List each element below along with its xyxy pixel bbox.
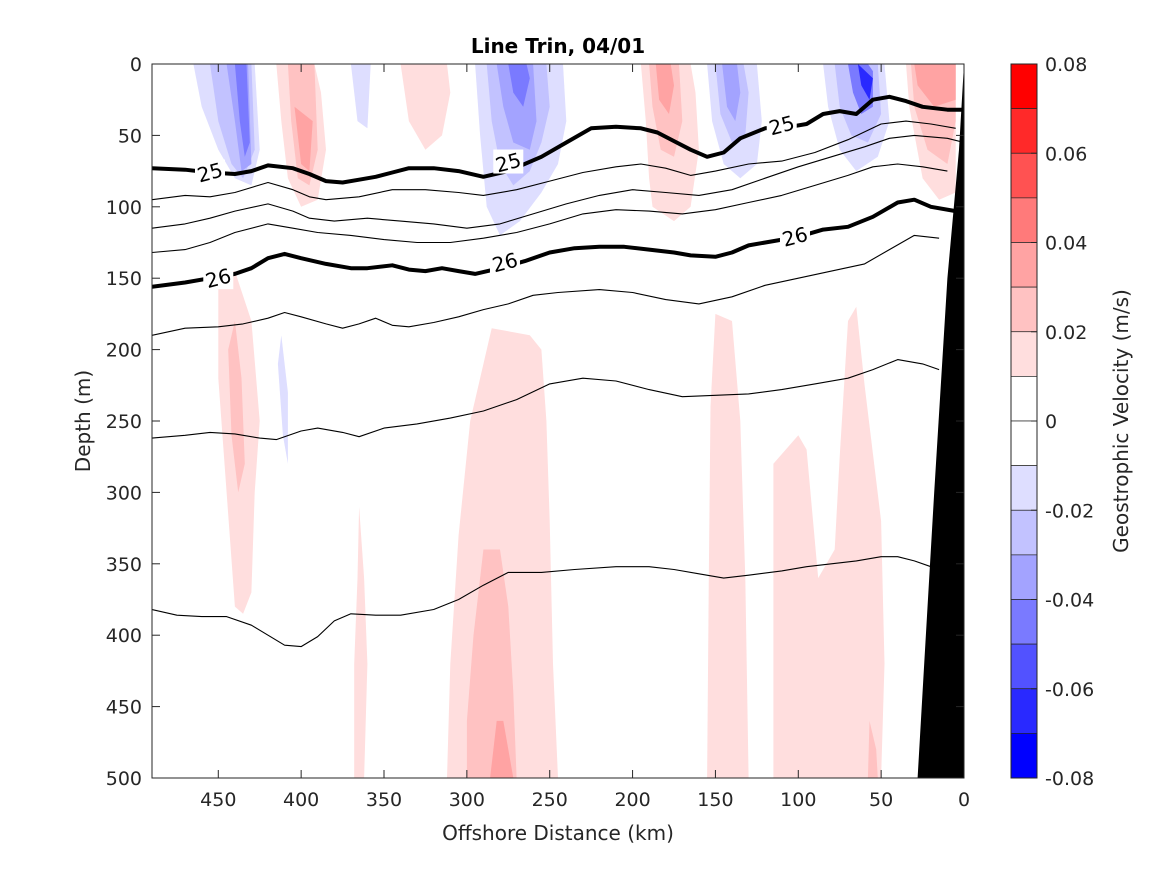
velocity-patch-39: [629, 456, 683, 778]
colorbar-band-6: [1010, 331, 1038, 377]
colorbar-band-2: [1010, 152, 1038, 199]
y-tick-label: 350: [106, 554, 142, 576]
isopycnal-lines: [152, 94, 964, 648]
colorbar-tick-label: -0.04: [1045, 590, 1094, 612]
colorbar-band-8: [1010, 420, 1038, 466]
colorbar-tick-label: -0.06: [1045, 679, 1094, 701]
isopycnal-line-5: [152, 234, 940, 336]
velocity-patch-35: [354, 506, 368, 778]
colorbar-tick-label: 0.08: [1045, 54, 1087, 76]
contour-label-bg-4: [489, 249, 520, 274]
y-axis: 0 50 100 150 200 250 300 350 400 450 500: [106, 54, 964, 790]
isopycnal-line-6: [152, 359, 940, 441]
colorbar-tick-label: 0: [1045, 411, 1057, 433]
contour-label-bg-2: [766, 112, 797, 137]
isopycnal-line-2: [152, 134, 964, 229]
isopycnal-26-4: [152, 197, 964, 289]
y-tick-label: 150: [106, 268, 142, 290]
velocity-patch-18: [655, 64, 674, 114]
colorbar-tick-label: 0.04: [1045, 233, 1087, 255]
x-tick-label: 200: [614, 789, 650, 811]
velocity-patch-4: [234, 64, 250, 157]
y-tick-label: 100: [106, 197, 142, 219]
contour-label-bg-1: [493, 149, 524, 174]
y-tick-label: 500: [106, 768, 142, 790]
velocity-patch-38: [490, 720, 514, 778]
y-tick-label: 50: [118, 125, 142, 147]
y-tick-label: 450: [106, 697, 142, 719]
colorbar-band-3: [1010, 197, 1038, 243]
contour-label-bg-3: [203, 265, 234, 290]
velocity-patch-33: [264, 263, 297, 550]
velocity-patch-34: [277, 335, 288, 464]
colorbar-band-14: [1010, 688, 1038, 734]
x-tick-label: 300: [449, 789, 485, 811]
colorbar-tick-label: 0.06: [1045, 143, 1087, 165]
colorbar-band-4: [1010, 242, 1038, 288]
colorbar-band-11: [1010, 554, 1038, 600]
colorbar-band-15: [1010, 733, 1038, 779]
colorbar-band-1: [1010, 108, 1038, 154]
colorbar-band-9: [1010, 465, 1038, 511]
colorbar-band-10: [1010, 509, 1038, 556]
colorbar-band-0: [1010, 63, 1038, 109]
velocity-patch-30: [914, 64, 956, 107]
x-tick-label: 450: [200, 789, 236, 811]
velocity-patch-41: [773, 306, 885, 778]
colorbar-band-5: [1010, 286, 1038, 333]
y-axis-label: Depth (m): [71, 370, 95, 472]
colorbar-band-12: [1010, 599, 1038, 645]
velocity-patch-37: [466, 549, 517, 778]
y-tick-label: 250: [106, 411, 142, 433]
colorbar-band-7: [1010, 376, 1038, 422]
velocity-patch-27: [857, 64, 873, 100]
velocity-patch-40: [707, 313, 749, 778]
velocity-patch-15: [508, 64, 530, 107]
colorbar-tick-label: 0.02: [1045, 322, 1087, 344]
y-tick-label: 0: [130, 54, 142, 76]
velocity-patch-22: [722, 64, 741, 122]
velocity-patch-7: [294, 106, 313, 172]
x-tick-label: 0: [958, 789, 970, 811]
velocity-patch-32: [228, 321, 245, 493]
velocity-patch-42: [867, 720, 878, 778]
colorbar-label: Geostrophic Velocity (m/s): [1109, 289, 1133, 553]
x-tick-label: 100: [780, 789, 816, 811]
land-mask-shape: [917, 64, 964, 778]
y-tick-label: 300: [106, 482, 142, 504]
velocity-contour-fill: [152, 64, 956, 778]
isopycnal-25-0: [152, 94, 964, 185]
x-tick-label: 50: [869, 789, 893, 811]
isopycnal-line-7: [152, 556, 932, 648]
colorbar-band-13: [1010, 643, 1038, 690]
velocity-patch-9: [350, 64, 371, 129]
colorbar: 0.08 0.06 0.04 0.02 0 -0.02 -0.04 -0.06 -0.08: [1010, 54, 1094, 790]
contour-label-bg-0: [195, 159, 225, 184]
contour-label-bg-5: [779, 223, 810, 248]
y-tick-label: 400: [106, 625, 142, 647]
colorbar-tick-label: -0.08: [1045, 768, 1094, 790]
x-tick-label: 350: [366, 789, 402, 811]
x-tick-label: 400: [283, 789, 319, 811]
y-tick-label: 200: [106, 340, 142, 362]
colorbar-tick-label: -0.02: [1045, 500, 1094, 522]
velocity-patch-10: [400, 64, 451, 150]
land-mask: [917, 64, 964, 778]
chart-title: Line Trin, 04/01: [471, 34, 645, 58]
x-axis-label: Offshore Distance (km): [442, 821, 674, 845]
isopycnal-line-1: [152, 120, 956, 201]
x-tick-label: 250: [532, 789, 568, 811]
x-tick-label: 150: [697, 789, 733, 811]
x-axis: 450 400 350 300 250 200 150 100 50 0: [200, 64, 970, 811]
isopycnal-line-3: [152, 163, 948, 254]
velocity-patch-17: [649, 64, 683, 157]
